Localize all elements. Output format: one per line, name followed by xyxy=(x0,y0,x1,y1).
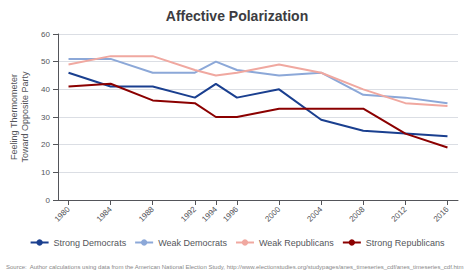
svg-text:60: 60 xyxy=(41,30,50,39)
svg-text:0: 0 xyxy=(46,196,51,205)
svg-text:2000: 2000 xyxy=(263,204,282,223)
svg-text:Strong Democrats: Strong Democrats xyxy=(54,238,127,248)
svg-text:Toward Opposite Party: Toward Opposite Party xyxy=(20,71,30,163)
svg-text:1996: 1996 xyxy=(221,204,240,223)
svg-text:Affective Polarization: Affective Polarization xyxy=(166,8,308,24)
svg-text:Strong Republicans: Strong Republicans xyxy=(366,238,445,248)
svg-text:20: 20 xyxy=(41,140,50,149)
svg-text:1994: 1994 xyxy=(200,204,219,223)
svg-text:Weak Republicans: Weak Republicans xyxy=(259,238,334,248)
svg-text:1980: 1980 xyxy=(53,204,72,223)
svg-text:50: 50 xyxy=(41,57,50,66)
svg-text:10: 10 xyxy=(41,168,50,177)
svg-text:2008: 2008 xyxy=(348,204,367,223)
svg-text:1984: 1984 xyxy=(95,204,114,223)
svg-text:Source: Author calculations u: Source: Author calculations using data f… xyxy=(6,264,463,270)
svg-text:Feeling Thermometer: Feeling Thermometer xyxy=(9,74,19,160)
svg-text:Weak Democrats: Weak Democrats xyxy=(158,238,227,248)
svg-text:40: 40 xyxy=(41,85,50,94)
svg-text:2012: 2012 xyxy=(390,204,409,223)
svg-text:1988: 1988 xyxy=(137,204,156,223)
svg-text:1992: 1992 xyxy=(179,204,198,223)
svg-text:30: 30 xyxy=(41,113,50,122)
svg-text:2004: 2004 xyxy=(305,204,324,223)
svg-text:2016: 2016 xyxy=(432,204,451,223)
